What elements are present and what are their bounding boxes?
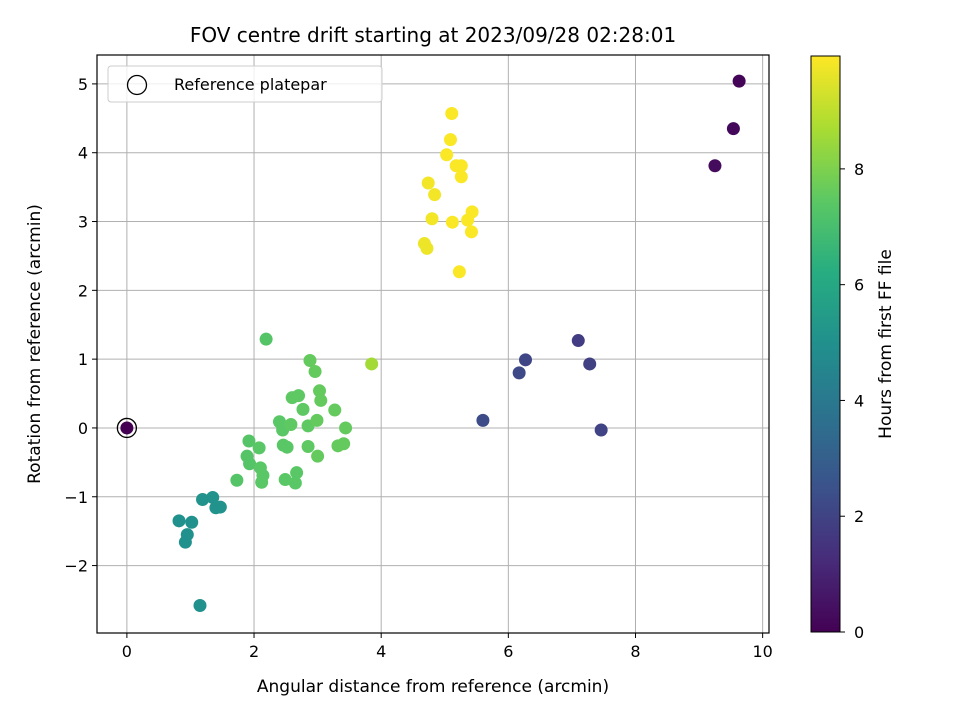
colorbar: 0 2 4 6 8 Hours from first FF file [810,55,896,642]
chart-title: FOV centre drift starting at 2023/09/28 … [190,23,676,47]
x-tick-label: 0 [122,642,132,661]
colorbar-tick-label: 2 [854,507,864,526]
scatter-point [512,366,526,380]
grid [97,55,769,633]
colorbar-tick-label: 8 [854,160,864,179]
y-tick-label: −1 [64,488,88,507]
scatter-point [454,170,468,184]
scatter-point [288,476,302,490]
y-tick-label: 4 [78,144,88,163]
reference-platepar-marker [116,417,138,439]
scatter-point [445,106,459,120]
legend-box [107,65,383,103]
scatter-point [594,423,608,437]
scatter-point [732,74,746,88]
legend: Reference platepar [107,65,383,103]
scatter-point [365,357,379,371]
scatter-point [230,473,244,487]
colorbar-tick-label: 0 [854,623,864,642]
scatter-point [242,434,256,448]
scatter-point [303,354,317,368]
scatter-point [445,215,459,229]
plot-frame [96,54,770,634]
scatter-point [571,334,585,348]
scatter-point [314,393,328,407]
scatter-point [421,176,435,190]
x-tick-label: 6 [503,642,513,661]
scatter-point [292,389,306,403]
scatter-point [476,413,490,427]
scatter-point [255,475,269,489]
scatter-point [308,365,322,379]
scatter-point [519,353,533,367]
scatter-point [452,265,466,279]
scatter-point [425,212,439,226]
x-tick-label: 4 [376,642,386,661]
scatter-point [259,332,273,346]
x-tick-label: 2 [249,642,259,661]
colorbar-label: Hours from first FF file [876,249,896,439]
scatter-point [172,514,186,528]
scatter-point [440,148,454,162]
colorbar-tick-label: 4 [854,391,864,410]
y-tick-label: 5 [78,75,88,94]
y-tick-label: −2 [64,557,88,576]
scatter-point [185,515,199,529]
scatter-point [278,473,292,487]
scatter-point [313,384,327,398]
scatter-point [454,159,468,173]
colorbar-gradient [810,55,841,633]
y-axis-label: Rotation from reference (arcmin) [25,204,45,484]
scatter-point [290,466,304,480]
x-axis-label: Angular distance from reference (arcmin) [257,677,609,697]
scatter-point [206,490,220,504]
scatter-point [243,457,257,471]
scatter-point [296,402,310,416]
scatter-point [428,188,442,202]
y-tick-label: 1 [78,350,88,369]
scatter-point [120,421,134,435]
scatter-point [213,500,227,514]
scatter-point [339,421,353,435]
legend-entry-label: Reference platepar [174,75,327,94]
legend-marker-open-circle [126,74,148,96]
scatter-point [328,403,342,417]
scatter-point [311,449,325,463]
scatter-point [465,205,479,219]
scatter-point [193,598,207,612]
scatter-point [178,535,192,549]
scatter-point [583,357,597,371]
x-tick-label: 8 [630,642,640,661]
scatter-point [464,225,478,239]
scatter-point [726,122,740,136]
y-tick-label: 0 [78,419,88,438]
scatter-point [252,441,266,455]
colorbar-tick-label: 6 [854,276,864,295]
scatter-point [708,159,722,173]
scatter-point [284,418,298,432]
colorbar-ticks: 0 2 4 6 8 [840,160,864,642]
scatter-point [310,413,324,427]
scatter-point [443,133,457,147]
scatter-point [196,493,210,507]
axis-ticks: 0 2 4 6 8 10 −2 −1 0 1 2 3 4 5 [64,75,772,661]
scatter-point [420,241,434,255]
scatter-point [280,440,294,454]
y-tick-label: 2 [78,281,88,300]
scatter-point [301,440,315,454]
x-tick-label: 10 [752,642,772,661]
data-points [116,74,746,612]
scatter-point [337,437,351,451]
y-tick-label: 3 [78,213,88,232]
